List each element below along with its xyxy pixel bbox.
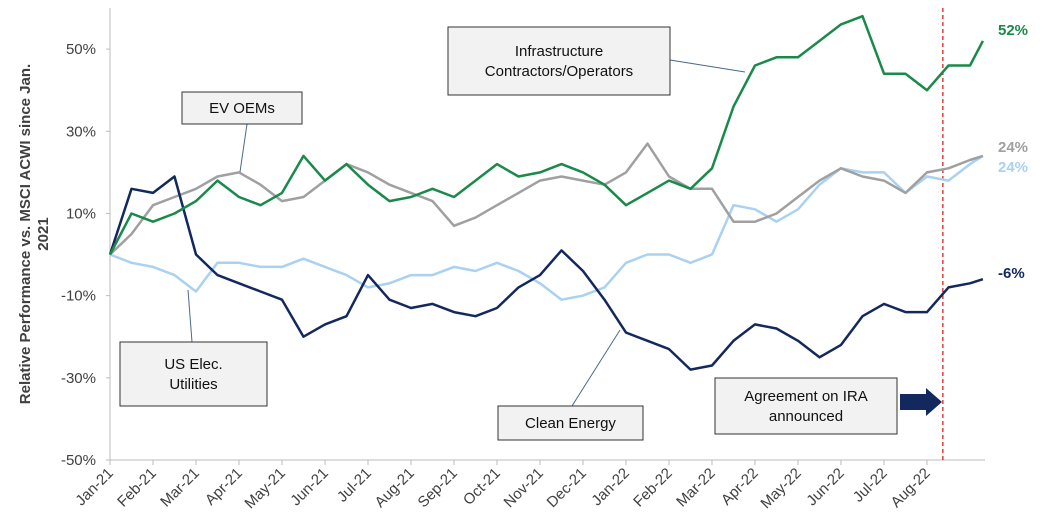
y-axis-title-line: 2021 — [35, 217, 52, 250]
x-tick-label: May-22 — [757, 465, 804, 512]
end-label: 24% — [998, 139, 1028, 156]
series-line — [109, 154, 984, 301]
x-tick-label: Jun-22 — [803, 465, 847, 509]
annotation-box — [447, 26, 671, 96]
annotation-box — [181, 91, 303, 125]
end-label: 24% — [998, 159, 1028, 176]
x-tick-label: Nov-21 — [501, 465, 547, 511]
y-axis-title: Relative Performance vs. MSCI ACWI since… — [17, 64, 52, 404]
y-tick-label: -30% — [61, 370, 96, 387]
x-tick-label: Dec-21 — [544, 465, 590, 511]
y-tick-label: -10% — [61, 288, 96, 305]
annotation-text: announced — [769, 408, 843, 425]
x-tick-label: Oct-21 — [460, 465, 504, 509]
annotation-text: Infrastructure — [515, 43, 603, 60]
x-tick-label: Feb-21 — [114, 465, 160, 511]
x-tick-label: Mar-21 — [157, 465, 203, 511]
annotation-box — [119, 341, 268, 407]
annotation-text: Utilities — [169, 376, 217, 393]
x-tick-label: Aug-21 — [372, 465, 418, 511]
arrow — [900, 388, 942, 416]
y-axis-title-line: Relative Performance vs. MSCI ACWI since… — [17, 64, 34, 404]
x-tick-label: Aug-22 — [888, 465, 934, 511]
annotation-box — [714, 377, 898, 435]
series-line — [109, 142, 984, 256]
annotation-text: Contractors/Operators — [485, 63, 633, 80]
annotation-text: Clean Energy — [525, 415, 616, 432]
y-tick-label: -50% — [61, 452, 96, 469]
y-tick-label: 30% — [66, 123, 96, 140]
series-line — [108, 175, 984, 371]
annotation-text: EV OEMs — [209, 100, 275, 117]
x-tick-label: Feb-22 — [630, 465, 676, 511]
annotation-text: US Elec. — [164, 356, 222, 373]
end-label: 52% — [998, 22, 1028, 39]
annotation-text: Agreement on IRA — [744, 388, 867, 405]
series-line — [108, 14, 985, 256]
x-tick-label: Jul-22 — [850, 465, 891, 506]
x-tick-label: Mar-22 — [673, 465, 719, 511]
leader-line — [239, 123, 248, 173]
x-tick-label: Jun-21 — [287, 465, 331, 509]
annotation-box — [497, 405, 644, 441]
y-tick-label: 10% — [66, 205, 96, 222]
x-tick-label: May-21 — [241, 465, 288, 512]
y-tick-label: 50% — [66, 41, 96, 58]
x-tick-label: Apr-21 — [202, 465, 246, 509]
x-tick-label: Apr-22 — [718, 465, 762, 509]
leader-line — [187, 289, 193, 343]
x-tick-label: Jan-22 — [588, 465, 632, 509]
x-tick-label: Jan-21 — [72, 465, 116, 509]
leader-line — [571, 329, 621, 407]
x-tick-label: Jul-21 — [334, 465, 375, 506]
x-tick-label: Sep-21 — [415, 465, 461, 511]
leader-line — [669, 59, 746, 73]
end-label: -6% — [998, 265, 1025, 282]
